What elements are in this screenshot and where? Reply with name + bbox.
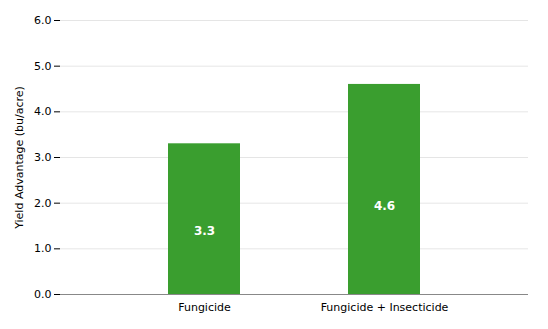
- svg-text:4.0: 4.0: [34, 105, 52, 118]
- svg-text:6.0: 6.0: [34, 14, 52, 27]
- svg-text:5.0: 5.0: [34, 60, 52, 73]
- svg-text:Yield Advantage (bu/acre): Yield Advantage (bu/acre): [13, 86, 26, 230]
- svg-text:Fungicide + Insecticide: Fungicide + Insecticide: [321, 301, 449, 314]
- svg-text:1.0: 1.0: [34, 242, 52, 255]
- svg-text:Fungicide: Fungicide: [178, 301, 231, 314]
- svg-text:3.3: 3.3: [194, 224, 215, 238]
- svg-text:4.6: 4.6: [374, 199, 395, 213]
- svg-text:0.0: 0.0: [34, 288, 52, 301]
- svg-text:2.0: 2.0: [34, 197, 52, 210]
- svg-text:3.0: 3.0: [34, 151, 52, 164]
